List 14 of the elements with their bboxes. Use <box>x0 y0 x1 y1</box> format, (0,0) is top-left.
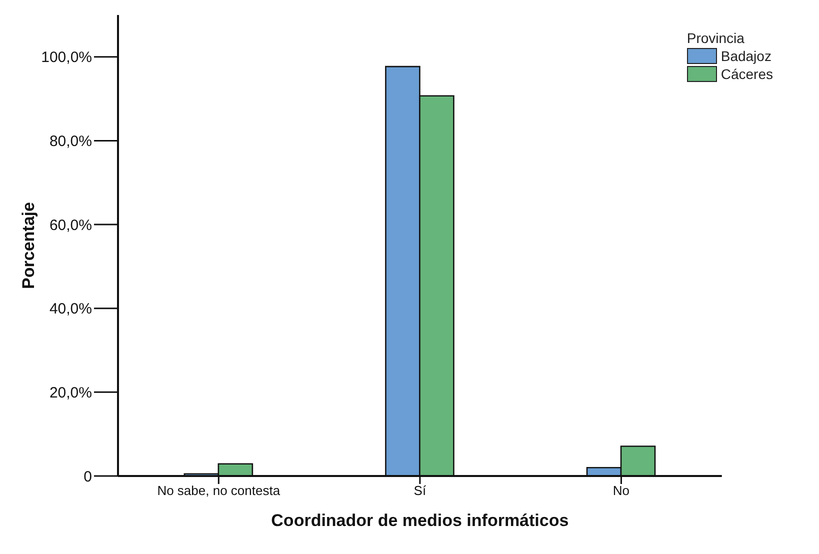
y-tick-label: 40,0% <box>49 300 92 318</box>
x-tick-label: No sabe, no contesta <box>157 483 281 498</box>
y-tick-label: 60,0% <box>49 216 92 234</box>
y-tick-label: 20,0% <box>49 384 92 402</box>
legend-label: Badajoz <box>720 48 772 64</box>
legend-label: Cáceres <box>720 66 773 82</box>
legend-title: Provincia <box>686 30 746 46</box>
y-tick-label: 0 <box>84 468 92 486</box>
y-tick-label: 100,0% <box>41 49 92 66</box>
x-tick-label: Sí <box>414 483 426 498</box>
y-axis-title: Porcentaje <box>19 202 38 289</box>
y-tick-label: 80,0% <box>49 133 92 150</box>
x-axis-title: Coordinador de medios informáticos <box>271 511 569 530</box>
x-tick-label: No <box>612 483 630 498</box>
